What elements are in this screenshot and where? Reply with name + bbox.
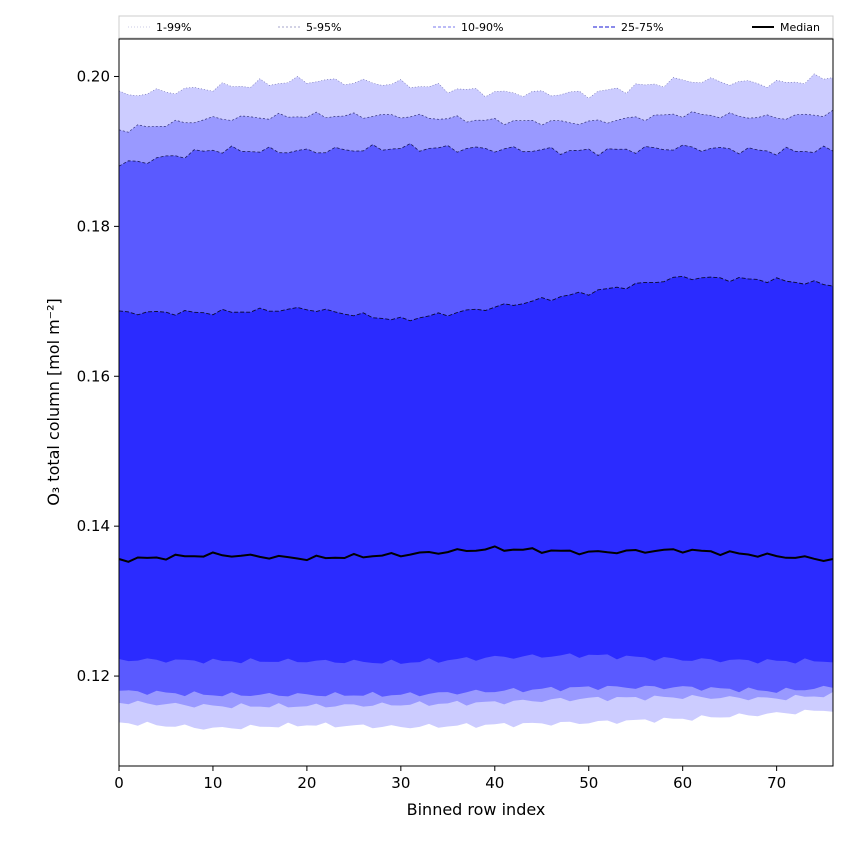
x-tick-label: 50 bbox=[579, 774, 598, 792]
y-tick-label: 0.20 bbox=[77, 67, 110, 85]
band-25-75 bbox=[119, 276, 833, 664]
x-tick-label: 10 bbox=[203, 774, 222, 792]
y-tick-label: 0.18 bbox=[77, 217, 110, 235]
legend-item: 10-90% bbox=[433, 21, 503, 34]
x-axis: 0 10 20 30 40 50 60 70 bbox=[114, 766, 786, 792]
median-line bbox=[118, 545, 834, 563]
y-tick-label: 0.12 bbox=[77, 667, 110, 685]
x-tick-label: 0 bbox=[114, 774, 124, 792]
y-tick-label: 0.14 bbox=[77, 517, 110, 535]
y-axis: 0.12 0.14 0.16 0.18 0.20 bbox=[77, 67, 119, 685]
legend-label: 10-90% bbox=[461, 21, 503, 34]
legend-item: 1-99% bbox=[128, 21, 191, 34]
legend-label: Median bbox=[780, 21, 820, 34]
legend-label: 1-99% bbox=[156, 21, 191, 34]
lines-layer bbox=[118, 73, 834, 563]
legend-label: 5-95% bbox=[306, 21, 341, 34]
line-25-75-upper bbox=[118, 275, 834, 322]
plot-frame bbox=[118, 38, 834, 767]
x-tick-label: 20 bbox=[297, 774, 316, 792]
x-axis-label: Binned row index bbox=[407, 800, 546, 819]
legend: 1-99% 5-95% 10-90% 25-75% Median bbox=[118, 15, 834, 39]
x-tick-label: 40 bbox=[485, 774, 504, 792]
legend-box bbox=[118, 15, 834, 39]
legend-item: 25-75% bbox=[593, 21, 663, 34]
legend-item: Median bbox=[752, 21, 820, 34]
legend-item: 5-95% bbox=[278, 21, 341, 34]
line-1-99-upper bbox=[118, 73, 834, 99]
x-tick-label: 30 bbox=[391, 774, 410, 792]
y-tick-label: 0.16 bbox=[77, 367, 110, 385]
line-5-95-upper bbox=[118, 109, 834, 133]
legend-items: 1-99% 5-95% 10-90% 25-75% Median bbox=[128, 21, 820, 34]
x-tick-label: 60 bbox=[673, 774, 692, 792]
x-tick-label: 70 bbox=[767, 774, 786, 792]
y-axis-label: O₃ total column [mol m⁻²] bbox=[44, 298, 63, 506]
bands-layer bbox=[119, 73, 833, 730]
legend-label: 25-75% bbox=[621, 21, 663, 34]
line-10-90-upper bbox=[118, 143, 834, 167]
